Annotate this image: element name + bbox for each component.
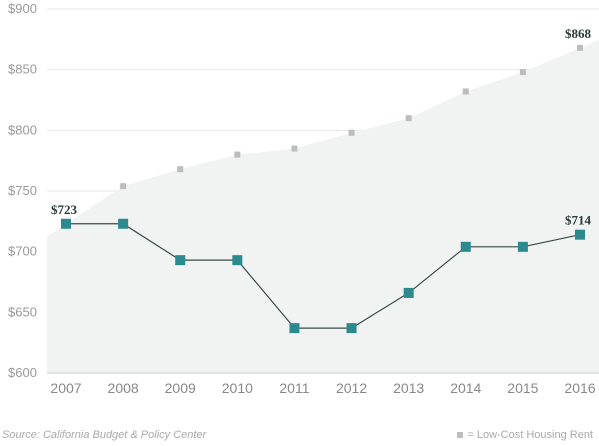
income-point: [61, 218, 71, 229]
rent-area-fill: [47, 39, 599, 374]
rent-point: [519, 69, 526, 76]
rent-area: [47, 39, 599, 374]
income-point: [346, 323, 357, 334]
data-label: $723: [51, 202, 78, 217]
income-point: [175, 255, 186, 266]
x-tick-label: 2012: [336, 380, 367, 396]
rent-point: [291, 145, 298, 152]
y-tick-label: $700: [8, 244, 37, 259]
legend-swatch-icon: [457, 432, 464, 438]
income-line-path: [66, 223, 581, 329]
source-note: Source: California Budget & Policy Cente…: [2, 429, 207, 441]
legend: = Low-Cost Housing Rent: [457, 429, 593, 441]
legend-label: = Low-Cost Housing Rent: [467, 429, 593, 441]
income-point: [232, 255, 243, 266]
rent-point: [405, 115, 412, 122]
x-tick-label: 2015: [507, 380, 538, 396]
x-tick-label: 2010: [222, 380, 253, 396]
rent-point: [177, 166, 184, 173]
data-labels: $723 $714 $868: [51, 26, 592, 228]
y-tick-label: $750: [8, 183, 37, 198]
income-point: [517, 241, 528, 252]
income-point: [289, 323, 300, 334]
y-axis-ticks: $600 $650 $700 $750 $800 $850 $900: [8, 1, 37, 380]
rent-point: [234, 151, 241, 158]
rent-point: [348, 129, 355, 136]
income-line: [66, 223, 581, 329]
x-tick-label: 2013: [393, 380, 424, 396]
x-tick-label: 2011: [279, 380, 309, 396]
x-tick-label: 2009: [165, 380, 196, 396]
income-point: [460, 241, 471, 252]
rent-point: [120, 183, 127, 190]
x-tick-label: 2007: [50, 380, 81, 396]
y-tick-label: $600: [8, 365, 37, 380]
x-tick-label: 2016: [564, 380, 595, 396]
rent-point: [462, 88, 469, 95]
x-tick-label: 2014: [450, 380, 481, 396]
x-axis-ticks: 2007 2008 2009 2010 2011 2012 2013 2014 2015 2016: [50, 380, 595, 396]
x-tick-label: 2008: [108, 380, 139, 396]
y-tick-label: $800: [8, 122, 37, 137]
rent-point: [577, 44, 583, 51]
income-markers: [61, 218, 585, 334]
data-label: $868: [565, 26, 592, 41]
income-point: [118, 218, 129, 229]
y-tick-label: $850: [8, 62, 37, 77]
y-tick-label: $650: [8, 304, 37, 319]
income-point: [403, 287, 414, 298]
income-point: [575, 229, 585, 240]
data-label: $714: [565, 213, 592, 228]
y-tick-label: $900: [8, 1, 37, 16]
